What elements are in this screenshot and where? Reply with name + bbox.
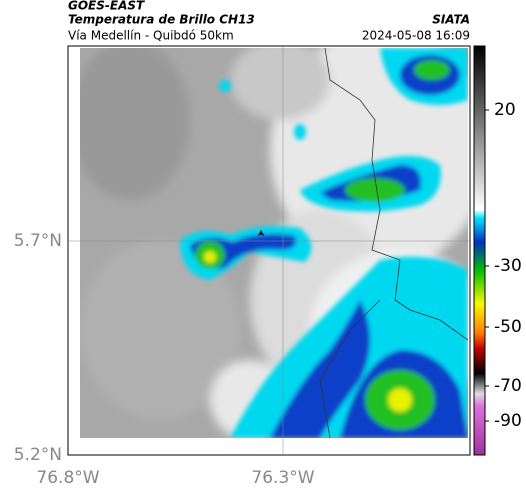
lon-label: 76.8°W xyxy=(36,468,99,488)
satellite-image xyxy=(80,48,468,438)
lat-label: 5.2°N xyxy=(14,445,62,465)
product-title: Temperatura de Brillo CH13 xyxy=(68,13,255,27)
lat-label: 5.7°N xyxy=(14,231,62,251)
colorbar-tick-label: -90 xyxy=(494,411,522,431)
datetime-label: 2024-05-08 16:09 xyxy=(362,29,470,43)
lon-label: 76.3°W xyxy=(251,468,314,488)
map-frame xyxy=(67,45,471,456)
colorbar xyxy=(473,45,486,456)
colorbar-tick-label: 20 xyxy=(494,100,516,120)
satellite-title: GOES-EAST xyxy=(68,0,145,13)
colorbar-tick-label: -30 xyxy=(494,256,522,276)
region-label: Vía Medellín - Quibdó 50km xyxy=(68,29,234,43)
colorbar-tick-label: -70 xyxy=(494,376,522,396)
colorbar-ticks xyxy=(485,109,489,422)
colorbar-tick-label: -50 xyxy=(494,317,522,337)
source-label: SIATA xyxy=(432,13,470,27)
